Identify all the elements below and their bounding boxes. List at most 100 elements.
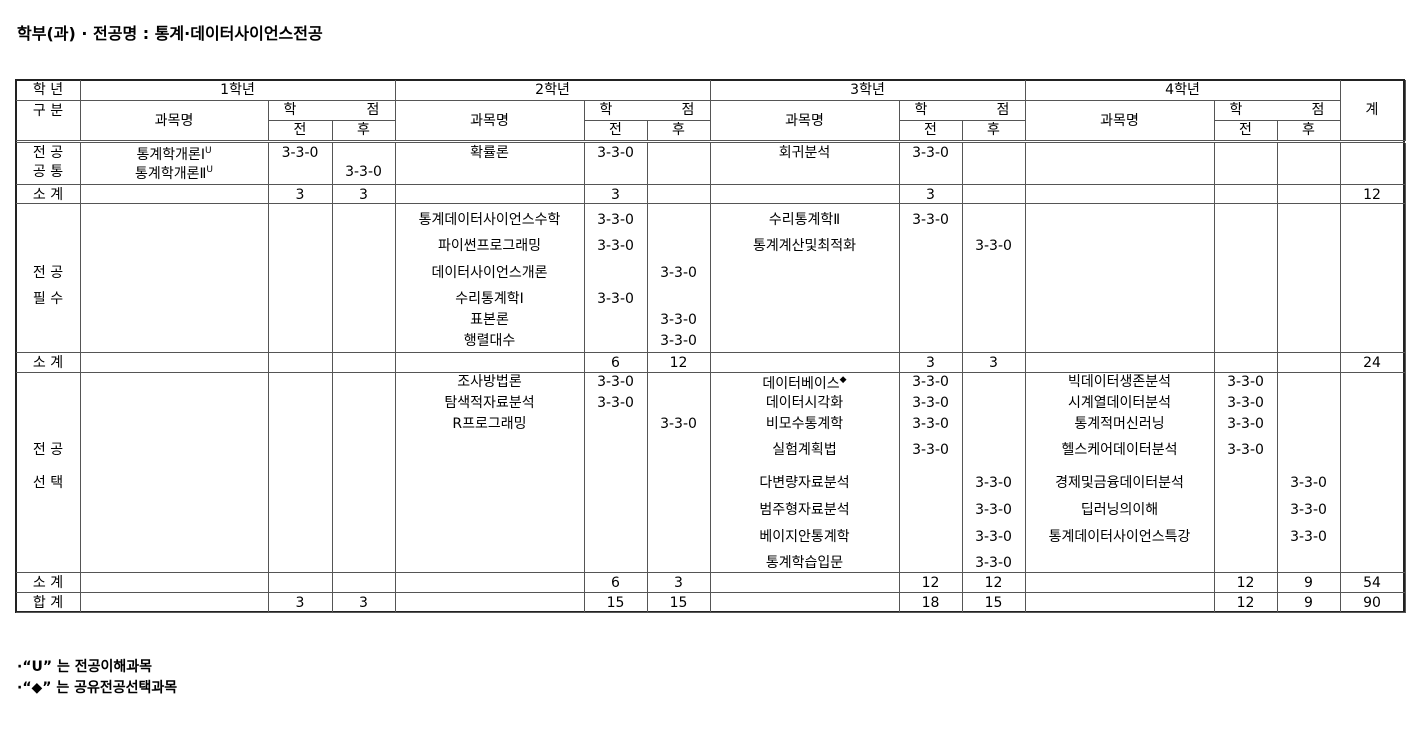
subtotal-cell bbox=[80, 572, 269, 593]
subtotal-spring-cell bbox=[332, 352, 396, 373]
subtotal-spring-value: 3 bbox=[674, 575, 683, 591]
section-label: 전 공 bbox=[32, 145, 64, 161]
fall-cell bbox=[584, 143, 648, 185]
subtotal-fall-value: 6 bbox=[611, 575, 620, 591]
division-label: 구 분 bbox=[32, 103, 64, 119]
subtotal-cell bbox=[80, 352, 269, 373]
subtotal-spring-cell bbox=[1277, 352, 1341, 373]
subtotal-fall-cell bbox=[584, 184, 648, 204]
grand-total-cell bbox=[710, 592, 900, 613]
spring-cell bbox=[332, 372, 396, 573]
course-cell bbox=[80, 203, 269, 353]
subtotal-cell bbox=[1025, 184, 1215, 204]
subtotal-fall-cell bbox=[584, 352, 648, 373]
fall-credit: 3-3-0 bbox=[912, 442, 949, 458]
grand-total-fall-value: 3 bbox=[295, 595, 305, 611]
course-name: 통계계산및최적화 bbox=[752, 238, 857, 254]
total-header: 계 bbox=[1365, 102, 1379, 118]
spring-header: 후 bbox=[357, 122, 370, 138]
subtotal-fall-cell bbox=[584, 572, 648, 593]
year-header: 2학년 bbox=[535, 82, 570, 98]
subtotal-spring-value: 9 bbox=[1304, 575, 1313, 591]
grand-total-cell bbox=[395, 592, 585, 613]
spring-header-cell bbox=[332, 120, 396, 141]
subtotal-cell bbox=[395, 352, 585, 373]
fall-header-cell bbox=[584, 120, 648, 141]
course-name: 통계학개론ⅠU bbox=[136, 146, 212, 163]
subtotal-fall-value: 12 bbox=[921, 575, 940, 591]
subtotal-total-cell bbox=[1340, 572, 1406, 593]
subtotal-label: 소 계 bbox=[32, 575, 64, 591]
subtotal-fall-value: 12 bbox=[1236, 575, 1255, 591]
subtotal-cell bbox=[1025, 572, 1215, 593]
grand-total-cell bbox=[80, 592, 269, 613]
subtotal-spring-cell bbox=[332, 184, 396, 204]
credit-header: 학 bbox=[1229, 102, 1243, 118]
section-label: 전 공 bbox=[32, 265, 64, 281]
course-name: 탐색적자료분석 bbox=[444, 395, 535, 411]
subtotal-fall-cell bbox=[899, 352, 963, 373]
course-name: 경제및금융데이터분석 bbox=[1055, 475, 1184, 491]
spring-header-cell bbox=[962, 120, 1026, 141]
spring-cell bbox=[647, 143, 711, 185]
subtotal-spring-cell bbox=[647, 352, 711, 373]
spring-cell bbox=[962, 143, 1026, 185]
credit-header: 점 bbox=[366, 102, 380, 118]
course-name: 수리통계학Ⅱ bbox=[768, 212, 841, 228]
fall-credit: 3-3-0 bbox=[281, 145, 319, 161]
course-cell bbox=[1025, 143, 1215, 185]
course-cell bbox=[395, 203, 585, 353]
course-name: 헬스케어데이터분석 bbox=[1061, 442, 1178, 458]
grand-total-fall-value: 18 bbox=[921, 595, 940, 611]
spring-header: 후 bbox=[987, 122, 1000, 138]
subtotal-fall-cell bbox=[1214, 572, 1278, 593]
subtotal-fall-value: 3 bbox=[926, 186, 935, 203]
year-header-cell bbox=[1025, 80, 1341, 101]
fall-cell bbox=[1214, 143, 1278, 185]
grand-total-spring-value: 15 bbox=[669, 595, 688, 611]
spring-credit: 3-3-0 bbox=[1290, 529, 1327, 545]
course-cell bbox=[80, 143, 269, 185]
course-cell bbox=[1025, 203, 1215, 353]
grand-total-fall-value: 12 bbox=[1236, 595, 1255, 611]
grand-total-spring-value: 15 bbox=[984, 595, 1003, 611]
fall-credit: 3-3-0 bbox=[1227, 374, 1264, 390]
division-label-cell bbox=[16, 100, 81, 141]
course-name: 베이지안통계학 bbox=[759, 529, 850, 545]
subtotal-spring-value: 3 bbox=[989, 355, 998, 371]
spring-header: 후 bbox=[1302, 122, 1315, 138]
course-name: 수리통계학Ⅰ bbox=[455, 291, 524, 307]
course-name: 통계적머신러닝 bbox=[1074, 416, 1165, 432]
fall-header: 전 bbox=[1239, 122, 1252, 138]
fall-credit: 3-3-0 bbox=[597, 238, 634, 254]
credit-header: 점 bbox=[681, 102, 695, 118]
subtotal-spring-cell bbox=[647, 572, 711, 593]
subtotal-spring-cell bbox=[962, 352, 1026, 373]
course-cell bbox=[710, 203, 900, 353]
grand-total-fall-cell bbox=[899, 592, 963, 613]
subtotal-label: 소 계 bbox=[32, 186, 64, 203]
grand-total-spring-cell bbox=[647, 592, 711, 613]
course-name: 통계학개론ⅡU bbox=[135, 165, 213, 182]
subtotal-cell bbox=[80, 184, 269, 204]
page-title: 학부(과) · 전공명 : 통계·데이터사이언스전공 bbox=[17, 24, 323, 43]
fall-credit: 3-3-0 bbox=[597, 395, 634, 411]
spring-credit: 3-3-0 bbox=[660, 312, 697, 328]
fall-credit: 3-3-0 bbox=[912, 145, 949, 161]
fall-cell bbox=[1214, 372, 1278, 573]
spring-credit: 3-3-0 bbox=[660, 265, 697, 281]
section-total-cell bbox=[1340, 143, 1406, 185]
subtotal-cell bbox=[1025, 352, 1215, 373]
fall-cell bbox=[268, 143, 333, 185]
fall-credit: 3-3-0 bbox=[912, 395, 949, 411]
grand-total-spring-cell bbox=[1277, 592, 1341, 613]
fall-cell bbox=[899, 203, 963, 353]
subtotal-cell bbox=[710, 352, 900, 373]
grand-total-spring-value: 3 bbox=[359, 595, 368, 611]
mark-u-icon: U bbox=[206, 165, 213, 176]
subtotal-total: 24 bbox=[1363, 355, 1381, 371]
fall-cell bbox=[584, 203, 648, 353]
spring-cell bbox=[332, 143, 396, 185]
subtotal-label-cell bbox=[16, 572, 81, 593]
fall-cell bbox=[899, 372, 963, 573]
